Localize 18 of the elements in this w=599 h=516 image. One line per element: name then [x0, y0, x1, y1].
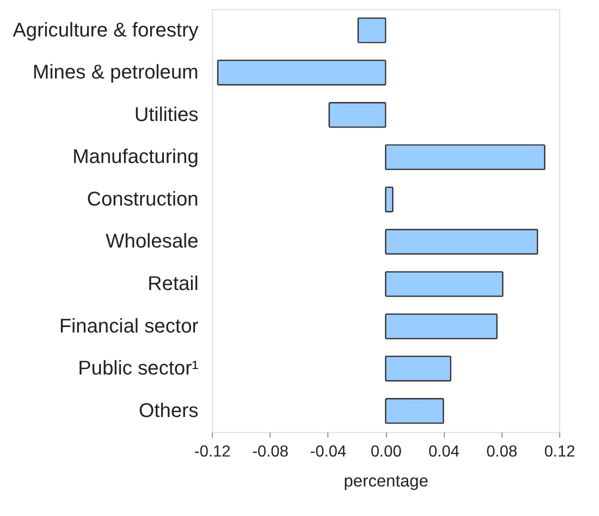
y-tick-label: Wholesale: [106, 230, 199, 253]
y-tick-label: Public sector¹: [78, 358, 199, 380]
x-tick-label: 0.12: [544, 443, 576, 460]
x-tick-label: 0.00: [370, 443, 402, 460]
y-tick-label: Construction: [86, 188, 199, 210]
y-tick-label: Financial sector: [59, 315, 199, 338]
x-tick-label: 0.08: [486, 443, 518, 460]
y-tick-label: Others: [138, 400, 199, 422]
y-tick-label: Utilities: [134, 104, 199, 126]
y-tick-label: Agriculture & forestry: [12, 19, 199, 42]
y-tick-label: Mines & petroleum: [32, 62, 199, 84]
y-tick-label: Manufacturing: [72, 146, 199, 168]
x-tick-label: -0.04: [310, 443, 346, 460]
y-tick-label: Retail: [148, 273, 199, 296]
x-tick-label: -0.12: [194, 443, 231, 460]
x-tick-label: 0.04: [428, 443, 460, 460]
x-tick-label: -0.08: [252, 443, 289, 460]
x-axis-title: percentage: [344, 471, 428, 490]
